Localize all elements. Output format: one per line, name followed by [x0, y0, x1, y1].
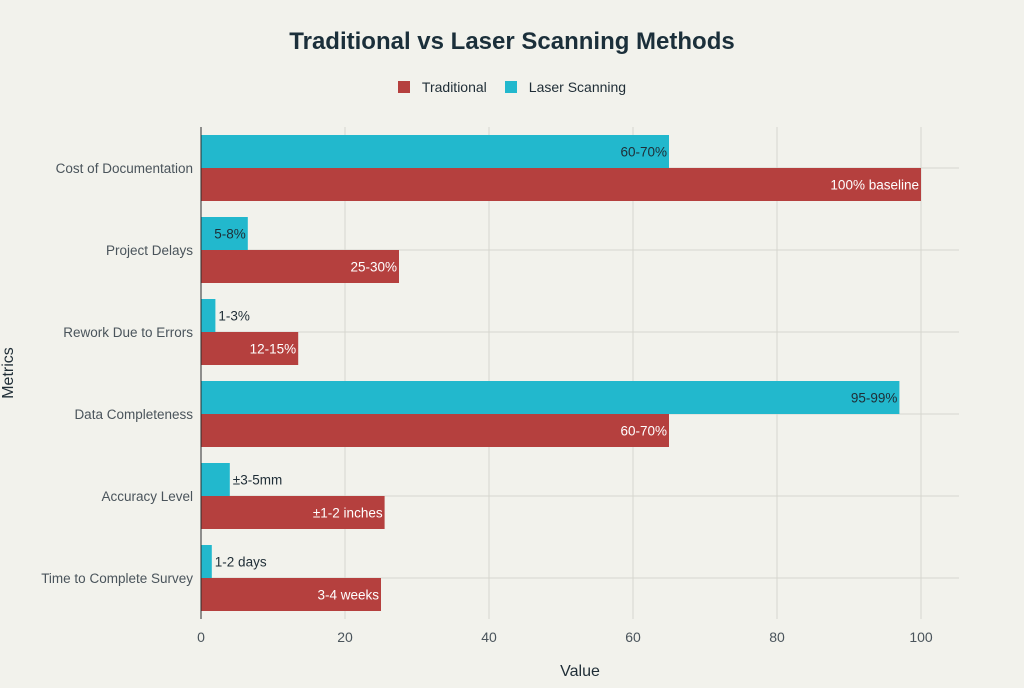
bars	[201, 135, 921, 611]
bar-laser-scanning-rework-due-to-errors[interactable]	[201, 299, 216, 332]
data-label-traditional-project-delays: 25-30%	[350, 260, 397, 275]
x-tick-label: 80	[769, 629, 785, 645]
x-tick-label: 40	[481, 629, 497, 645]
data-label-laser-scanning-project-delays: 5-8%	[214, 227, 246, 242]
legend-swatch-traditional	[397, 81, 410, 93]
category-label-cost-of-documentation: Cost of Documentation	[56, 161, 193, 176]
legend-label-laser-scanning: Laser Scanning	[528, 79, 627, 95]
legend-item-traditional[interactable]: Traditional	[397, 79, 487, 95]
x-axis: 0 20 40 60 80 100	[197, 629, 933, 645]
bar-traditional-data-completeness[interactable]	[201, 414, 669, 447]
data-labels: 60-70% 100% baseline 5-8% 25-30% 1-3% 12-15% 9…	[214, 145, 919, 603]
category-label-project-delays: Project Delays	[106, 243, 193, 258]
y-axis: Cost of Documentation Project Delays Rewor…	[41, 127, 202, 619]
legend-swatch-laser-scanning	[504, 81, 517, 93]
bar-traditional-rework-due-to-errors[interactable]	[201, 332, 299, 365]
data-label-laser-scanning-cost-of-documentation: 60-70%	[620, 145, 667, 160]
legend: Traditional Laser Scanning	[0, 79, 1024, 95]
chart-title: Traditional vs Laser Scanning Methods	[289, 28, 735, 55]
bar-traditional-cost-of-documentation[interactable]	[201, 168, 921, 201]
x-tick-label: 100	[909, 629, 933, 645]
data-label-laser-scanning-rework-due-to-errors: 1-3%	[218, 309, 250, 324]
bar-laser-scanning-time-to-complete-survey[interactable]	[201, 545, 212, 578]
data-label-laser-scanning-accuracy-level: ±3-5mm	[233, 473, 282, 488]
bar-laser-scanning-project-delays[interactable]	[201, 217, 248, 250]
x-tick-label: 60	[625, 629, 641, 645]
x-tick-label: 20	[337, 629, 353, 645]
bar-laser-scanning-data-completeness[interactable]	[201, 381, 900, 414]
category-label-time-to-complete-survey: Time to Complete Survey	[41, 571, 193, 586]
category-label-accuracy-level: Accuracy Level	[101, 489, 193, 504]
x-tick-label: 0	[197, 629, 205, 645]
data-label-laser-scanning-time-to-complete-survey: 1-2 days	[215, 555, 267, 570]
bar-laser-scanning-cost-of-documentation[interactable]	[201, 135, 669, 168]
data-label-traditional-cost-of-documentation: 100% baseline	[830, 178, 919, 193]
bar-traditional-project-delays[interactable]	[201, 250, 399, 283]
data-label-traditional-time-to-complete-survey: 3-4 weeks	[317, 588, 379, 603]
category-label-rework-due-to-errors: Rework Due to Errors	[63, 325, 193, 340]
data-label-laser-scanning-data-completeness: 95-99%	[851, 391, 898, 406]
y-axis-title: Metrics	[0, 347, 17, 399]
bar-laser-scanning-accuracy-level[interactable]	[201, 463, 230, 496]
legend-item-laser-scanning[interactable]: Laser Scanning	[504, 79, 627, 95]
data-label-traditional-data-completeness: 60-70%	[620, 424, 667, 439]
category-label-data-completeness: Data Completeness	[74, 407, 193, 422]
x-axis-title: Value	[560, 663, 600, 680]
data-label-traditional-accuracy-level: ±1-2 inches	[313, 506, 383, 521]
bar-traditional-time-to-complete-survey[interactable]	[201, 578, 381, 611]
legend-label-traditional: Traditional	[421, 79, 487, 95]
bar-traditional-accuracy-level[interactable]	[201, 496, 385, 529]
data-label-traditional-rework-due-to-errors: 12-15%	[250, 342, 297, 357]
